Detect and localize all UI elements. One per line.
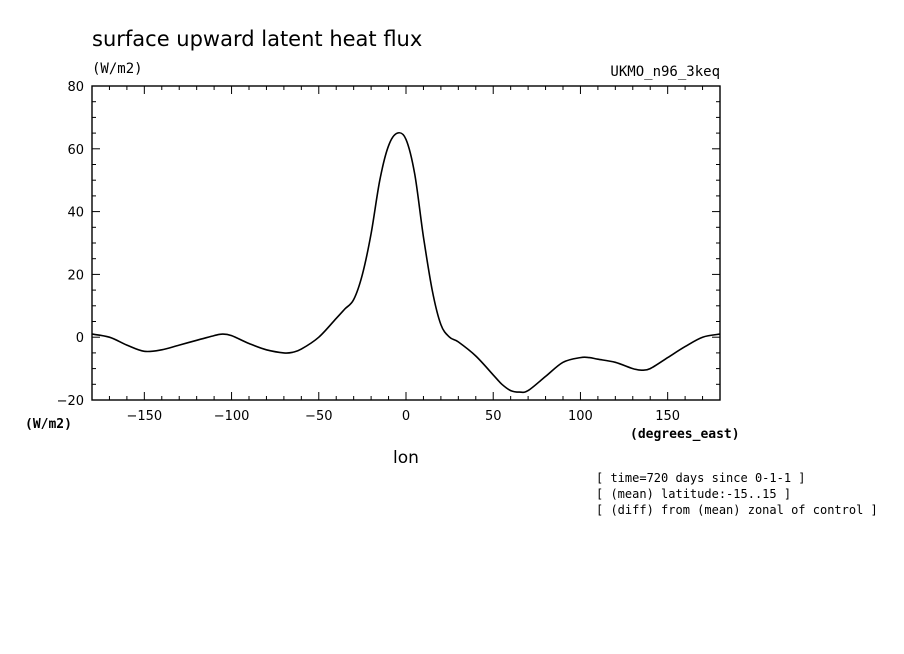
y-axis-unit-label: (W/m2): [92, 61, 143, 77]
x-tick-label: 0: [402, 409, 410, 424]
x-tick-label: 100: [568, 409, 593, 424]
x-tick-label: −100: [214, 409, 250, 424]
y-tick-label: −20: [57, 394, 84, 409]
ticks: [92, 86, 720, 400]
x-axis-label: lon: [393, 448, 419, 468]
series-line: [91, 131, 721, 394]
x-tick-label: −50: [305, 409, 332, 424]
note-diff: [ (diff) from (mean) zonal of control ]: [596, 503, 878, 517]
y-unit-lower-label: (W/m2): [25, 417, 72, 432]
model-label: UKMO_n96_3keq: [610, 64, 720, 80]
note-latitude: [ (mean) latitude:-15..15 ]: [596, 487, 791, 501]
y-tick-label: 20: [67, 268, 84, 283]
y-tick-label: 0: [76, 331, 84, 346]
x-tick-label: 50: [485, 409, 502, 424]
note-time: [ time=720 days since 0-1-1 ]: [596, 471, 806, 485]
x-tick-label: 150: [655, 409, 680, 424]
y-tick-label: 40: [67, 206, 84, 221]
plot-frame: [91, 85, 721, 401]
y-tick-label: 80: [67, 80, 84, 95]
x-axis-unit-label: (degrees_east): [630, 427, 740, 442]
chart-title: surface upward latent heat flux: [92, 27, 422, 51]
x-tick-label: −150: [126, 409, 162, 424]
y-tick-label: 60: [67, 143, 84, 158]
plot-area: [91, 85, 721, 401]
tick-labels: −150 −100 −50 0 50 100 150 80 60 40 20 0 −20: [57, 80, 681, 424]
